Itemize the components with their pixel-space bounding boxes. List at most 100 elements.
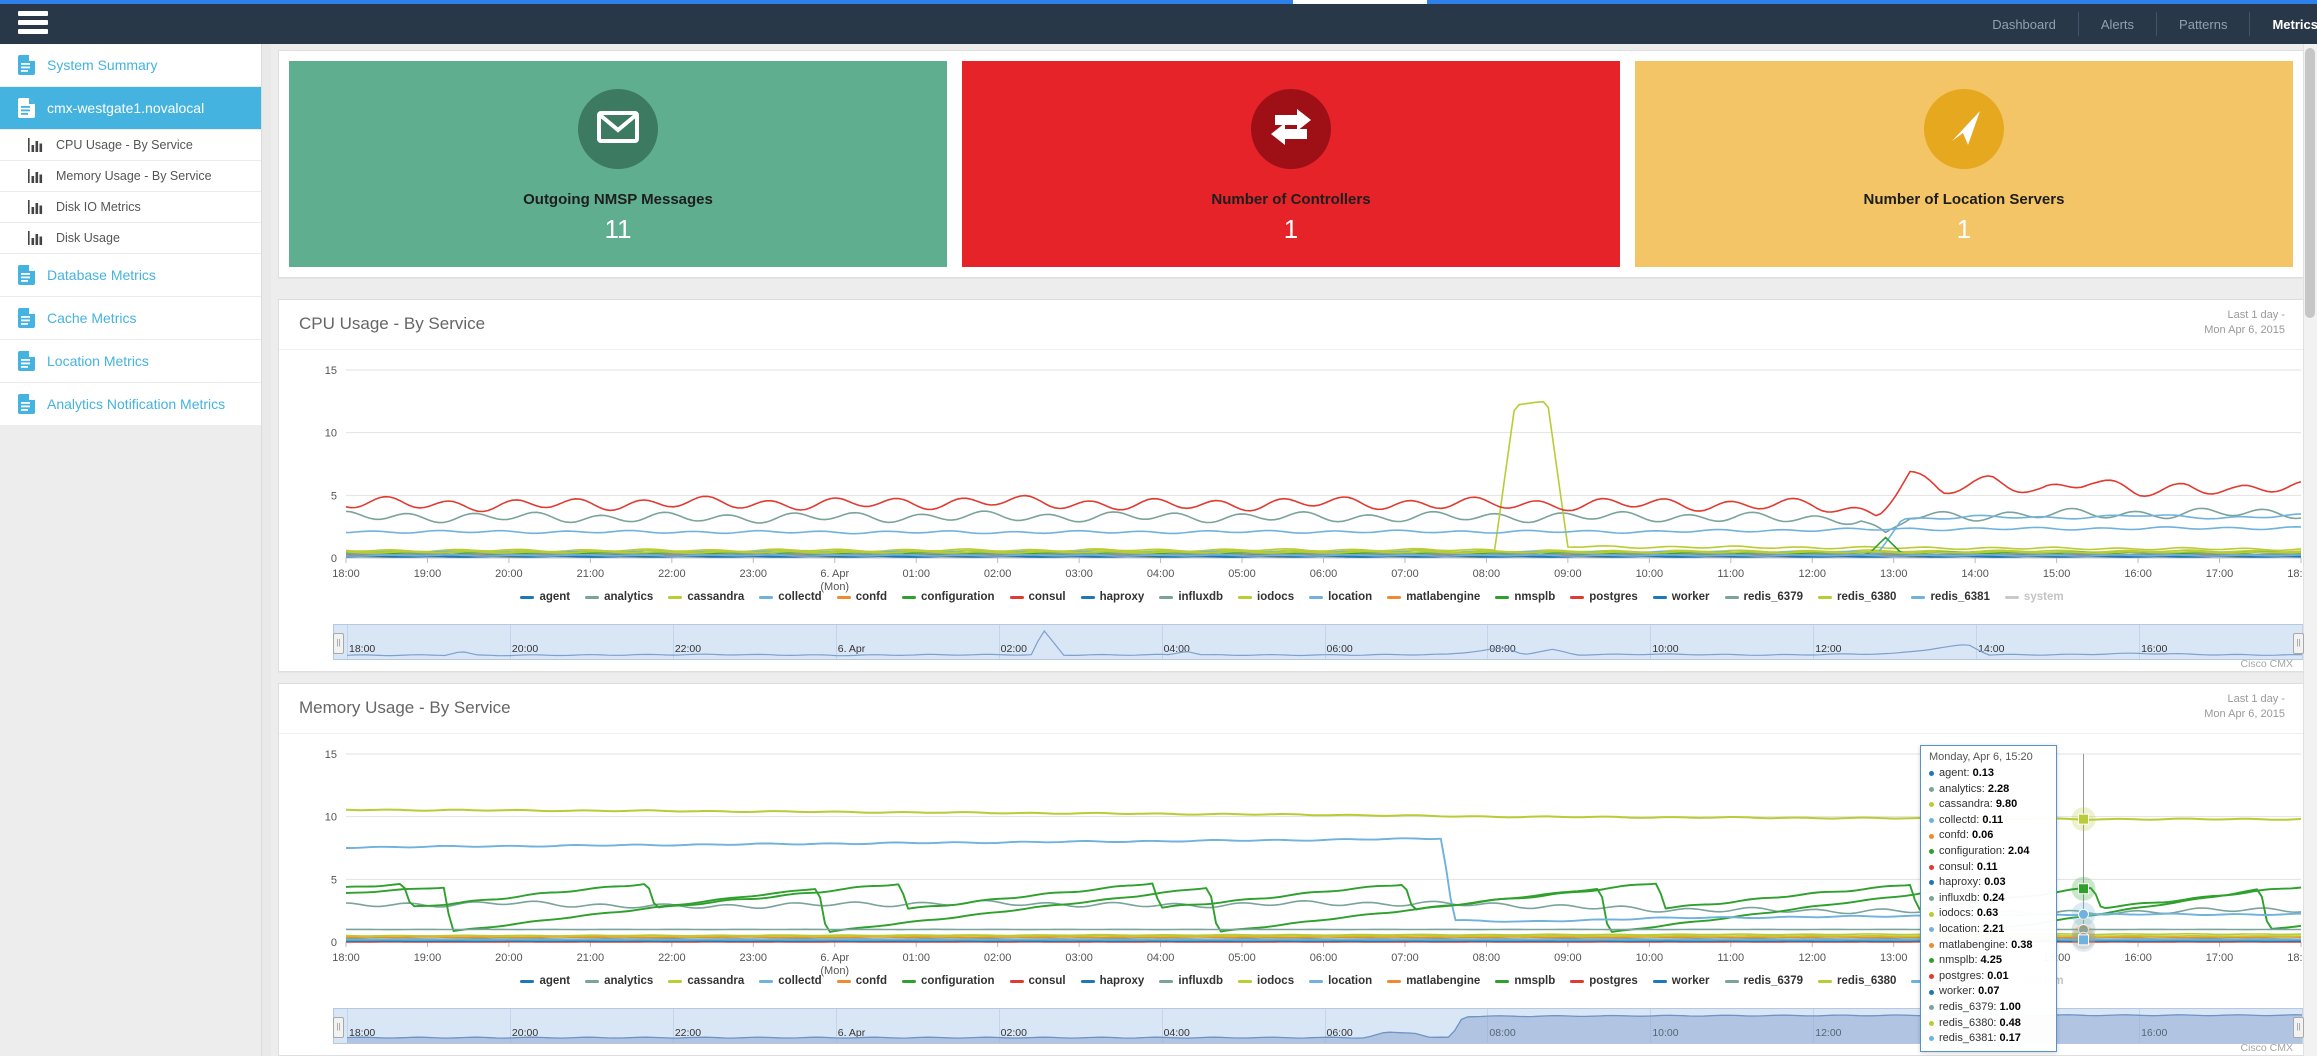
- legend-item-agent[interactable]: agent: [520, 975, 570, 987]
- legend-label: system: [2023, 591, 2064, 603]
- legend-item-cassandra[interactable]: cassandra: [668, 975, 744, 987]
- legend-item-redis_6380[interactable]: redis_6380: [1817, 591, 1896, 603]
- legend-item-postgres[interactable]: postgres: [1570, 591, 1638, 603]
- legend-item-analytics[interactable]: analytics: [585, 591, 653, 603]
- legend-item-influxdb[interactable]: influxdb: [1159, 591, 1223, 603]
- legend-item-configuration[interactable]: configuration: [902, 591, 995, 603]
- legend-item-redis_6379[interactable]: redis_6379: [1724, 591, 1803, 603]
- legend-item-location[interactable]: location: [1309, 975, 1372, 987]
- legend-item-redis_6379[interactable]: redis_6379: [1724, 975, 1803, 987]
- sidebar-item-disk-io-metrics[interactable]: Disk IO Metrics: [0, 192, 261, 223]
- sidebar-item-database-metrics[interactable]: Database Metrics: [0, 254, 261, 297]
- legend-label: confd: [855, 975, 888, 987]
- page-scrollbar-thumb[interactable]: [2305, 48, 2315, 318]
- sidebar-item-label: CPU Usage - By Service: [56, 138, 193, 152]
- scrubber-tick-label: 6. Apr: [837, 1027, 866, 1039]
- menu-icon[interactable]: [18, 11, 52, 38]
- tooltip-row-agent: agent: 0.13: [1929, 766, 2048, 782]
- legend-item-worker[interactable]: worker: [1652, 975, 1710, 987]
- sidebar-item-analytics-notification-metrics[interactable]: Analytics Notification Metrics: [0, 383, 261, 426]
- card-number-of-location-servers[interactable]: Number of Location Servers 1: [1635, 61, 2293, 267]
- legend-item-redis_6381[interactable]: redis_6381: [1911, 591, 1990, 603]
- tooltip-series-name: collectd:: [1939, 813, 1980, 826]
- chart-plot[interactable]: 0 5 10 15 18:00 19:00 20:00 21:00 22:00 23:00 6. A…: [279, 300, 2305, 620]
- legend-item-configuration[interactable]: configuration: [902, 975, 995, 987]
- tooltip-series-name: haproxy:: [1939, 876, 1982, 889]
- legend-item-location[interactable]: location: [1309, 591, 1372, 603]
- sidebar-item-disk-usage[interactable]: Disk Usage: [0, 223, 261, 254]
- svg-text:05:00: 05:00: [1228, 568, 1256, 580]
- scrubber-gridline: [1813, 625, 1815, 659]
- legend-item-iodocs[interactable]: iodocs: [1238, 975, 1294, 987]
- legend-item-postgres[interactable]: postgres: [1570, 975, 1638, 987]
- svg-text:01:00: 01:00: [902, 568, 930, 580]
- svg-text:20:00: 20:00: [495, 568, 523, 580]
- legend-swatch: [902, 595, 917, 599]
- nav-item-patterns[interactable]: Patterns: [2179, 16, 2228, 32]
- legend-item-nmsplb[interactable]: nmsplb: [1495, 975, 1555, 987]
- card-outgoing-nmsp-messages[interactable]: Outgoing NMSP Messages 11: [289, 61, 947, 267]
- tooltip-row-configuration: configuration: 2.04: [1929, 844, 2048, 860]
- legend-item-consul[interactable]: consul: [1009, 591, 1066, 603]
- legend-item-iodocs[interactable]: iodocs: [1238, 591, 1294, 603]
- legend-item-nmsplb[interactable]: nmsplb: [1495, 591, 1555, 603]
- scrubber-tick-label: 02:00: [1000, 643, 1027, 655]
- scrubber-gridline: [1487, 625, 1489, 659]
- legend-item-matlabengine[interactable]: matlabengine: [1387, 591, 1480, 603]
- svg-text:12:00: 12:00: [1798, 952, 1826, 964]
- tooltip-series-value: 0.17: [1999, 1032, 2021, 1045]
- nav-item-dashboard[interactable]: Dashboard: [1992, 16, 2056, 32]
- tooltip-series-value: 0.01: [1987, 969, 2009, 982]
- legend-item-worker[interactable]: worker: [1652, 591, 1710, 603]
- legend-item-collectd[interactable]: collectd: [759, 591, 822, 603]
- tooltip-series-value: 0.07: [1978, 985, 2000, 998]
- tooltip-series-value: 0.38: [2011, 938, 2033, 951]
- scrubber-handle-right[interactable]: ||: [2293, 1017, 2304, 1038]
- legend-item-confd[interactable]: confd: [836, 591, 887, 603]
- sidebar-item-location-metrics[interactable]: Location Metrics: [0, 340, 261, 383]
- sidebar-item-label: cmx-westgate1.novalocal: [47, 100, 205, 116]
- scrubber-handle-left[interactable]: ||: [333, 633, 344, 654]
- sidebar-item-system-summary[interactable]: System Summary: [0, 44, 261, 87]
- legend-item-confd[interactable]: confd: [836, 975, 888, 987]
- sidebar-item-cpu-usage-by-service[interactable]: CPU Usage - By Service: [0, 130, 261, 161]
- legend-item-redis_6380[interactable]: redis_6380: [1817, 975, 1896, 987]
- legend-item-agent[interactable]: agent: [520, 591, 570, 603]
- card-number-of-controllers[interactable]: Number of Controllers 1: [962, 61, 1620, 267]
- legend-label: iodocs: [1257, 591, 1295, 603]
- legend-label: matlabengine: [1406, 975, 1481, 987]
- scrubber-handle-right[interactable]: ||: [2293, 633, 2304, 654]
- legend-item-haproxy[interactable]: haproxy: [1080, 975, 1144, 987]
- scrubber-handle-left[interactable]: ||: [333, 1017, 344, 1038]
- page-scrollbar[interactable]: [2303, 44, 2317, 1056]
- nav-item-alerts[interactable]: Alerts: [2100, 16, 2135, 32]
- legend-item-consul[interactable]: consul: [1009, 975, 1066, 987]
- sidebar-item-memory-usage-by-service[interactable]: Memory Usage - By Service: [0, 161, 261, 192]
- legend-item-matlabengine[interactable]: matlabengine: [1387, 975, 1480, 987]
- mail-icon: [597, 110, 639, 148]
- legend-item-cassandra[interactable]: cassandra: [668, 591, 744, 603]
- tooltip-series-dot: [1929, 989, 1934, 995]
- chart-title: Memory Usage - By Service: [299, 698, 511, 717]
- chart-time-range[interactable]: Last 1 day - Mon Apr 6, 2015: [2204, 309, 2285, 336]
- svg-text:0: 0: [331, 553, 337, 565]
- nav-item-metrics[interactable]: Metrics: [2272, 16, 2317, 32]
- legend-item-collectd[interactable]: collectd: [759, 975, 822, 987]
- tooltip-row-redis_6379: redis_6379: 1.00: [1929, 1000, 2048, 1016]
- scrubber-gridline: [1487, 1009, 1489, 1043]
- legend-label: matlabengine: [1406, 591, 1481, 603]
- tooltip-series-value: 2.28: [1987, 782, 2010, 795]
- card-value: 11: [604, 214, 632, 244]
- chart-time-range[interactable]: Last 1 day - Mon Apr 6, 2015: [2204, 693, 2285, 720]
- sidebar-item-label: Database Metrics: [47, 267, 156, 283]
- legend-label: influxdb: [1178, 975, 1224, 987]
- legend-item-haproxy[interactable]: haproxy: [1080, 591, 1144, 603]
- legend-item-influxdb[interactable]: influxdb: [1159, 975, 1223, 987]
- tooltip-row-confd: confd: 0.06: [1929, 828, 2048, 844]
- sidebar-item-cache-metrics[interactable]: Cache Metrics: [0, 297, 261, 340]
- sidebar-scrollbar[interactable]: [261, 44, 271, 1056]
- legend-item-system[interactable]: system: [2004, 591, 2064, 603]
- legend-item-analytics[interactable]: analytics: [585, 975, 653, 987]
- sidebar-item-cmx-westgate1-novalocal[interactable]: cmx-westgate1.novalocal: [0, 87, 261, 130]
